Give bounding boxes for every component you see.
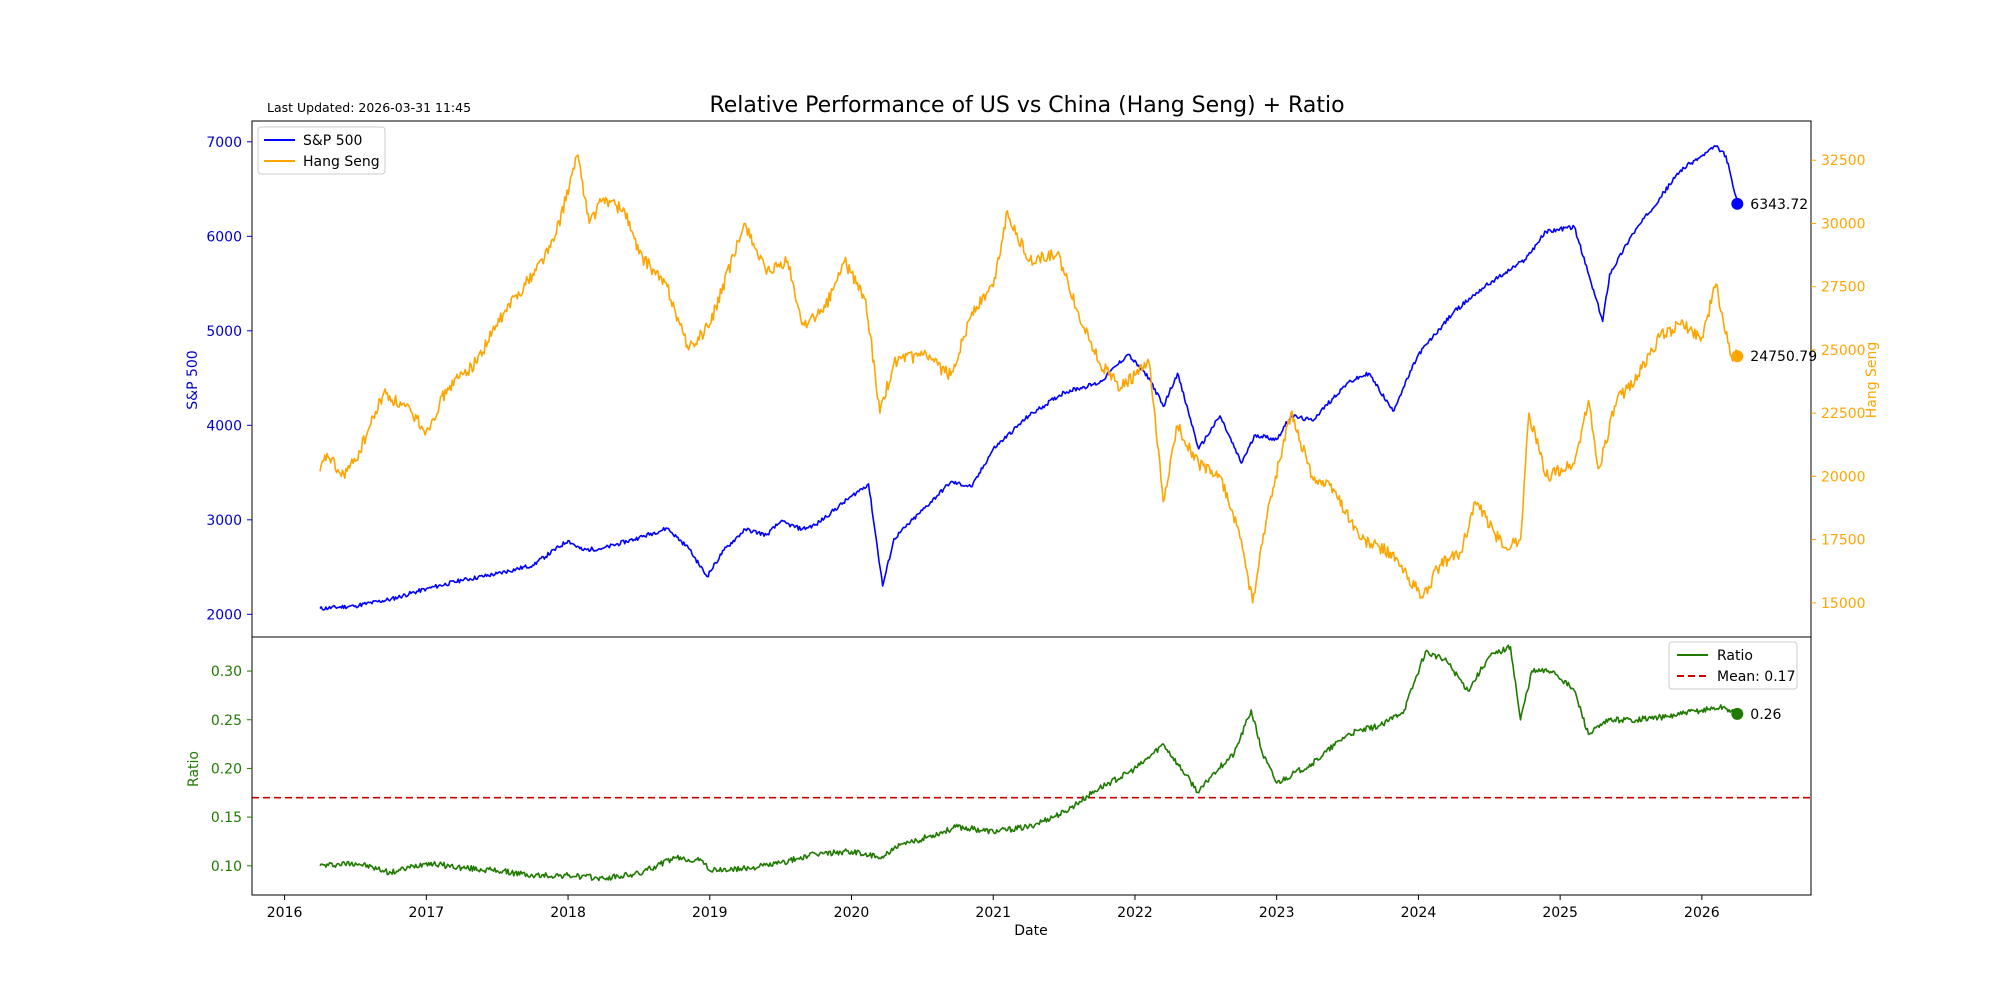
hangseng-tick-label: 15000 [1821,596,1866,612]
date-axis-label: Date [1014,923,1047,939]
hangseng-tick-label: 27500 [1821,280,1866,296]
ratio-tick-label: 0.25 [211,713,242,729]
legend-label-sp500: S&P 500 [303,133,362,149]
date-tick-label: 2026 [1684,905,1720,921]
ratio-tick-label: 0.15 [211,810,242,826]
hangseng-series-line [319,154,1739,604]
date-tick-label: 2022 [1117,905,1153,921]
last-updated-note: Last Updated: 2026-03-31 11:45 [267,100,471,115]
bottom-axes-group: 0.10 0.15 0.20 0.25 0.30 2016 2017 2018 2019 2020… [211,636,1812,921]
sp500-tick-label: 2000 [206,607,242,623]
date-tick-label: 2017 [409,905,445,921]
sp500-tick-label: 7000 [206,135,242,151]
hangseng-tick-label: 30000 [1821,216,1866,232]
date-tick-label: 2021 [975,905,1011,921]
date-tick-label: 2019 [692,905,728,921]
top-plot-frame [251,120,1812,638]
date-tick-label: 2018 [550,905,586,921]
top-series-group: 6343.72 24750.79 [319,145,1817,611]
hangseng-tick-label: 22500 [1821,406,1866,422]
hangseng-last-value: 24750.79 [1750,349,1817,365]
hangseng-axis-label: Hang Seng [1864,342,1880,419]
chart-title: Relative Performance of US vs China (Han… [709,93,1344,118]
hangseng-tick-label: 20000 [1821,469,1866,485]
bottom-legend: Ratio Mean: 0.17 [1668,641,1798,690]
hangseng-tick-label: 25000 [1821,343,1866,359]
sp500-tick-label: 3000 [206,513,242,529]
date-tick-label: 2025 [1542,905,1578,921]
sp500-last-value: 6343.72 [1750,197,1808,213]
date-tick-label: 2023 [1259,905,1295,921]
ratio-axis-label: Ratio [186,751,202,787]
ratio-last-value: 0.26 [1750,707,1781,723]
sp500-tick-label: 4000 [206,418,242,434]
legend-label-mean: Mean: 0.17 [1717,669,1795,685]
sp500-axis-label: S&P 500 [185,350,201,409]
top-legend-box [257,126,386,175]
date-tick-label: 2024 [1401,905,1437,921]
bottom-legend-box [1668,641,1798,690]
hangseng-last-point [1731,350,1744,363]
bottom-series-group: 0.26 [252,644,1811,882]
ratio-last-point [1731,707,1744,720]
sp500-last-point [1731,197,1744,210]
date-tick-label: 2020 [834,905,870,921]
top-axes-group: 2000 3000 4000 5000 6000 7000 15000 17500 20000 2… [206,120,1866,638]
ratio-series-line [319,644,1738,882]
sp500-series-line [319,145,1739,611]
legend-label-ratio: Ratio [1717,648,1753,664]
legend-label-hangseng: Hang Seng [303,154,380,170]
ratio-tick-label: 0.20 [211,761,242,777]
top-legend: S&P 500 Hang Seng [257,126,386,175]
date-tick-label: 2016 [267,905,303,921]
ratio-tick-label: 0.10 [211,859,242,875]
hangseng-tick-label: 32500 [1821,153,1866,169]
bottom-plot-frame [251,636,1812,896]
sp500-tick-label: 5000 [206,324,242,340]
hangseng-tick-label: 17500 [1821,533,1866,549]
sp500-tick-label: 6000 [206,229,242,245]
ratio-tick-label: 0.30 [211,664,242,680]
